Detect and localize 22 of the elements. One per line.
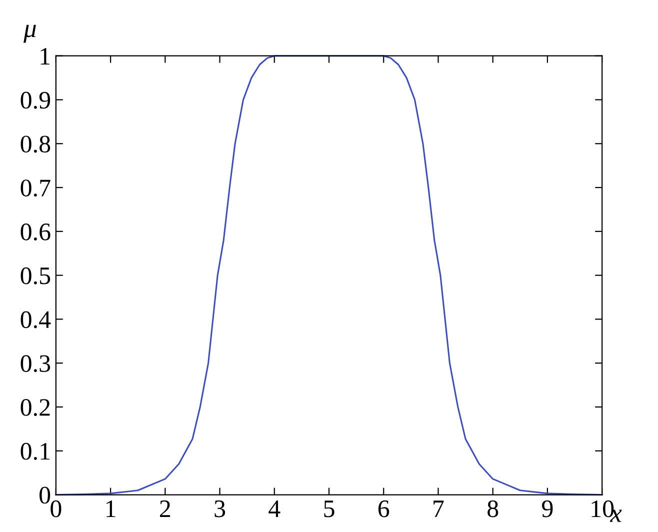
y-tick-label: 0.5 bbox=[20, 267, 50, 284]
x-tick-label: 9 bbox=[542, 500, 553, 518]
x-tick-label: 3 bbox=[214, 500, 226, 518]
x-tick-label: 2 bbox=[160, 500, 170, 517]
line-series bbox=[55, 55, 603, 496]
y-tick-label: 0.1 bbox=[20, 442, 50, 460]
y-tick-label: 0.3 bbox=[20, 355, 50, 372]
x-tick-label: 7 bbox=[434, 500, 444, 517]
y-tick-label: 0 bbox=[40, 486, 50, 504]
x-tick-label: 5 bbox=[324, 500, 334, 518]
y-tick-label: 1 bbox=[40, 48, 50, 65]
y-tick-label: 0.2 bbox=[20, 399, 50, 416]
y-tick-label: 0.9 bbox=[20, 92, 50, 109]
y-tick-label: 0.4 bbox=[20, 311, 51, 328]
x-tick-label: 4 bbox=[268, 500, 280, 517]
y-axis-title: μ bbox=[24, 24, 36, 43]
x-tick-label: 6 bbox=[378, 500, 390, 518]
x-tick-label: 8 bbox=[488, 500, 498, 518]
y-tick-label: 0.7 bbox=[20, 180, 50, 197]
y-tick-label: 0.6 bbox=[20, 223, 50, 240]
y-tick-label: 0.8 bbox=[20, 136, 50, 153]
x-tick-label: 1 bbox=[106, 500, 116, 517]
